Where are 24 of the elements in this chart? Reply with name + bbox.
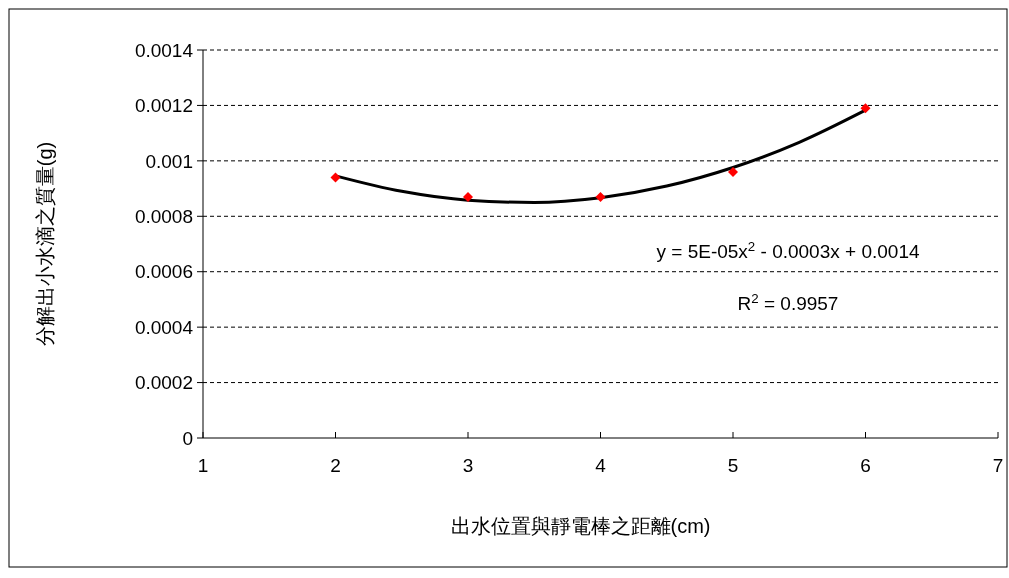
y-tick-label: 0.0006: [134, 261, 193, 283]
x-tick-label: 7: [992, 455, 1004, 476]
point: [860, 103, 871, 114]
point: [728, 166, 738, 177]
point: [595, 191, 606, 202]
y-tick-label: 0.0008: [134, 205, 193, 227]
annotation: y = 5E-05x$^{2}$ - 0.0003x + 0.0014: [656, 238, 920, 262]
x-tick-label: 6: [860, 455, 871, 476]
y-tick-label: 0.0004: [134, 316, 194, 338]
x-tick-label: 2: [330, 455, 341, 476]
point: [330, 172, 341, 183]
x-tick-label: 1: [197, 455, 209, 476]
y-tick-label: 0.001: [145, 150, 193, 172]
x-tick-label: 4: [595, 455, 607, 476]
annotation: R$^{2}$ = 0.9957: [737, 290, 839, 314]
x-axis-title: 出水位置與靜電棒之距離(cm): [450, 515, 711, 537]
y-tick-label: 0: [182, 427, 193, 449]
y-tick-label: 0.0014: [134, 39, 194, 61]
point: [463, 191, 473, 202]
x-tick-label: 5: [727, 455, 739, 476]
x-tick-label: 3: [462, 455, 474, 476]
y-axis-title: 分解出小水滴之質量(g): [34, 141, 56, 347]
y-tick-label: 0.0002: [134, 372, 193, 394]
y-tick-label: 0.0012: [134, 95, 193, 117]
